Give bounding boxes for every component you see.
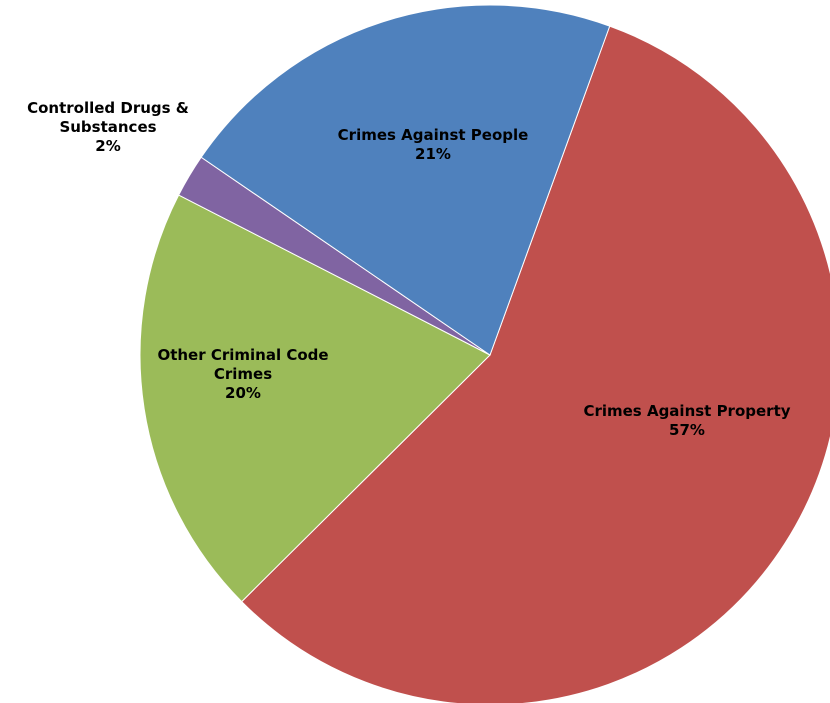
pie-slice-crimes-against-property	[240, 25, 830, 703]
slice-name-controlled-drugs-substances-line1: Controlled Drugs &	[27, 99, 189, 117]
slice-value-other-criminal-code-crimes: 20%	[225, 384, 261, 402]
slice-value-crimes-against-property: 57%	[669, 421, 705, 439]
slice-label-crimes-against-property: Crimes Against Property 57%	[572, 402, 802, 440]
slice-label-controlled-drugs-substances: Controlled Drugs & Substances 2%	[8, 99, 208, 156]
pie-slice-crimes-against-people	[200, 4, 611, 356]
slice-name-other-criminal-code-crimes-line2: Crimes	[213, 365, 273, 383]
slice-name-crimes-against-people: Crimes Against People	[337, 126, 529, 144]
slice-value-crimes-against-people: 21%	[415, 145, 451, 163]
slice-name-crimes-against-property: Crimes Against Property	[583, 402, 791, 420]
slice-name-other-criminal-code-crimes-line1: Other Criminal Code	[157, 346, 329, 364]
slice-label-other-criminal-code-crimes: Other Criminal Code Crimes 20%	[148, 346, 338, 403]
slice-value-controlled-drugs-substances: 2%	[95, 137, 121, 155]
slice-label-crimes-against-people: Crimes Against People 21%	[306, 126, 560, 164]
slice-name-controlled-drugs-substances-line2: Substances	[59, 118, 157, 136]
pie-slice-other-criminal-code-crimes	[139, 194, 491, 603]
